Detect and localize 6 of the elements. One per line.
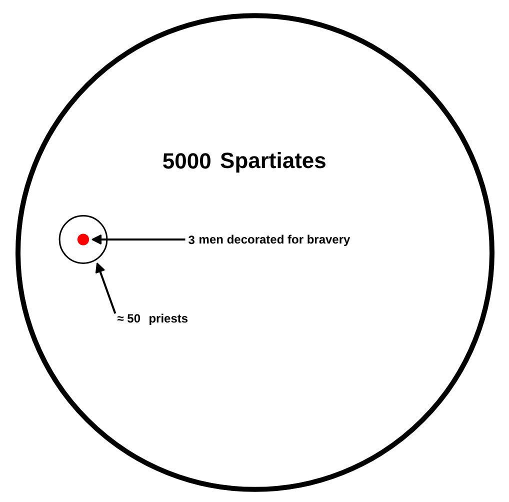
category-label: men decorated for bravery	[198, 232, 351, 246]
data-label: 5000	[162, 148, 212, 174]
category-label: Spartiates	[220, 148, 326, 173]
data-label: ≈ 50	[117, 312, 141, 326]
category-label: priests	[148, 312, 188, 326]
data-label: 3	[188, 233, 196, 247]
